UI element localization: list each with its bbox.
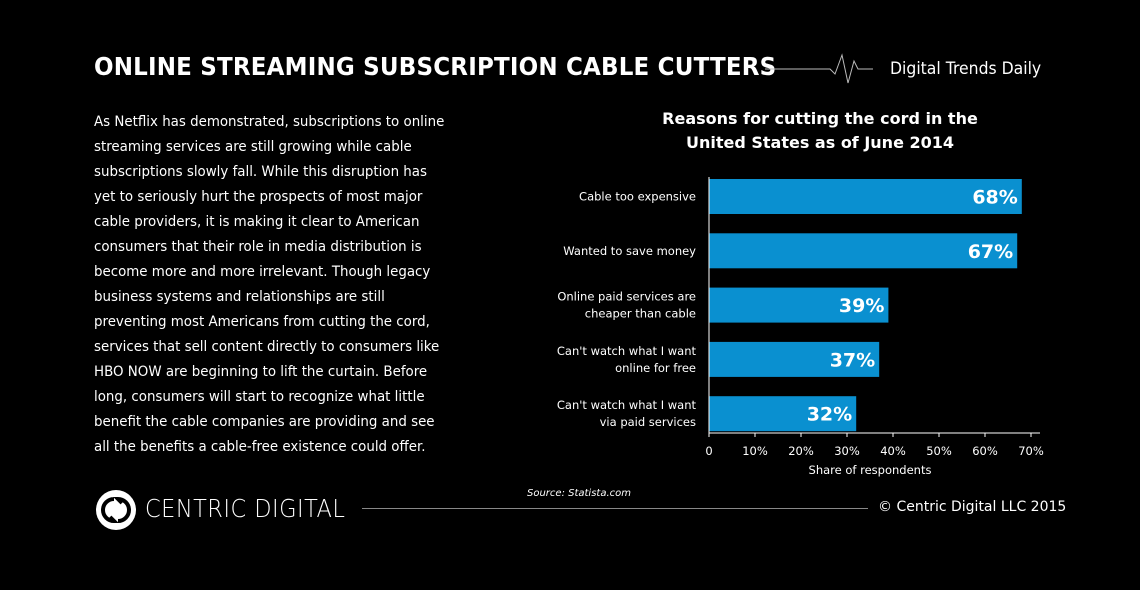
data-label: 32% (807, 404, 852, 426)
brand-name: Digital Trends Daily (890, 59, 1042, 79)
category-label: Wanted to save money (563, 244, 696, 258)
footer-divider (362, 508, 868, 509)
bar (709, 233, 1018, 269)
heartbeat-line-icon (765, 53, 873, 84)
category-label: via paid services (600, 415, 696, 429)
copyright: © Centric Digital LLC 2015 (878, 499, 1067, 515)
x-tick-label: 50% (926, 444, 952, 458)
centric-digital-logo-icon (96, 490, 136, 530)
x-tick-label: 60% (972, 444, 998, 458)
x-tick-label: 70% (1018, 444, 1044, 458)
category-label: cheaper than cable (585, 307, 696, 321)
category-label: Online paid services are (557, 290, 696, 304)
source-note: Source: Statista.com (527, 488, 632, 499)
chart-title: Reasons for cutting the cord in the Unit… (662, 109, 978, 152)
category-label: Can't watch what I want (557, 398, 697, 412)
x-tick-label: 0 (705, 444, 712, 458)
bar (709, 396, 857, 432)
data-label: 67% (968, 241, 1013, 263)
bar (709, 179, 1022, 214)
page-title: ONLINE STREAMING SUBSCRIPTION CABLE CUTT… (94, 52, 777, 81)
x-tick-label: 20% (788, 444, 814, 458)
category-label: Can't watch what I want (557, 344, 697, 358)
data-label: 68% (972, 187, 1017, 209)
x-tick-label: 10% (742, 444, 768, 458)
x-tick-label: 40% (880, 444, 906, 458)
data-label: 37% (830, 349, 875, 371)
x-axis-label: Share of respondents (809, 463, 932, 477)
body-text: As Netflix has demonstrated, subscriptio… (94, 114, 445, 455)
bar (709, 287, 889, 323)
x-tick-label: 30% (834, 444, 860, 458)
logo-text: CENTRIC DIGITAL (145, 494, 346, 523)
category-label: online for free (615, 361, 696, 375)
bar (709, 341, 880, 377)
data-label: 39% (839, 295, 884, 317)
category-label: Cable too expensive (579, 190, 696, 204)
